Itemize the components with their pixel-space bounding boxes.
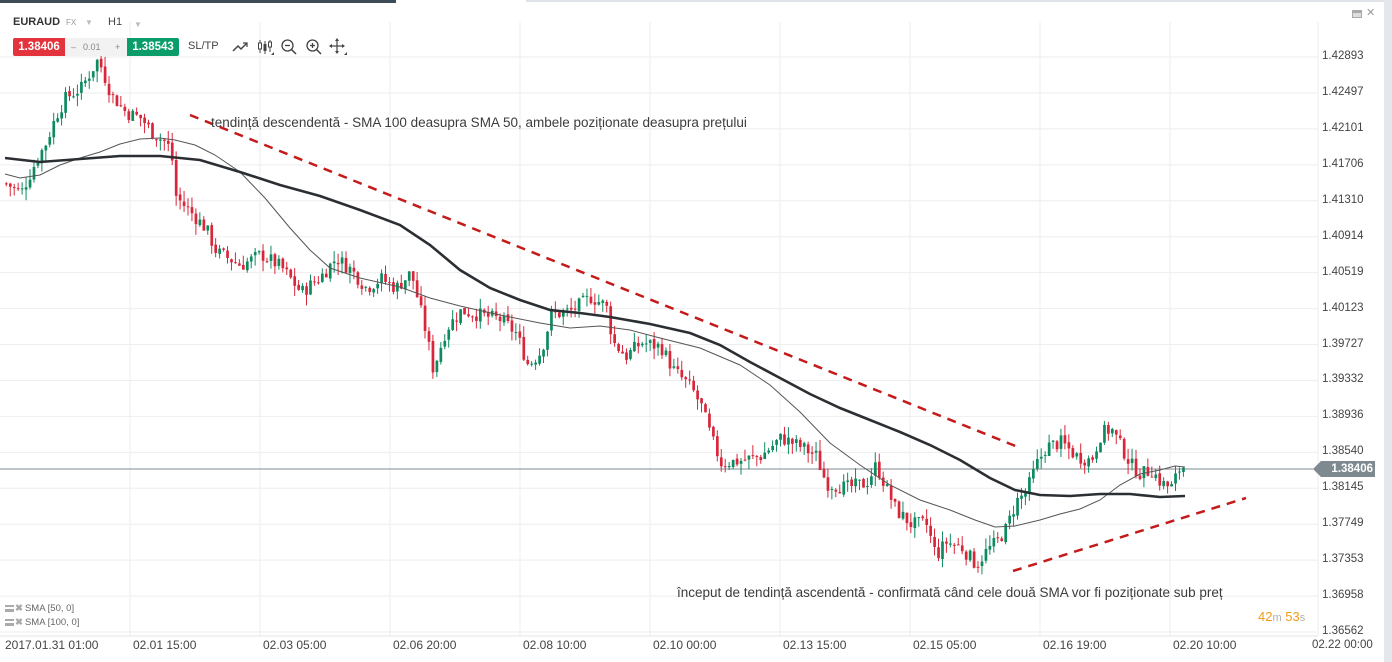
time-axis-label: 02.03 05:00 xyxy=(263,638,327,652)
time-axis-label: 02.13 15:00 xyxy=(783,638,847,652)
indicator-settings-icon[interactable] xyxy=(5,604,14,612)
price-axis-label: 1.38540 xyxy=(1322,445,1364,458)
spread-stepper[interactable]: – 0.01 + xyxy=(65,38,127,56)
time-axis-label: 02.22 00:00 xyxy=(1312,639,1373,651)
price-axis-label: 1.38145 xyxy=(1322,481,1364,494)
price-axis-label: 1.40519 xyxy=(1322,265,1364,278)
time-axis-label: 02.10 00:00 xyxy=(653,638,717,652)
time-axis-label: 02.08 10:00 xyxy=(523,638,587,652)
price-axis-label: 1.40914 xyxy=(1322,229,1364,242)
legend-sma-50[interactable]: ✖ SMA [50, 0] xyxy=(5,603,74,614)
ascending-trendline[interactable] xyxy=(1012,496,1247,573)
symbol-dropdown-icon[interactable]: ▼ xyxy=(85,18,93,27)
uptrend-annotation: început de tendință ascendentă - confirm… xyxy=(677,585,1223,600)
chart-header: EURAUD FX ▼ H1 ▼ 1.38406 – 0.01 + 1.3854… xyxy=(0,0,1384,60)
candlesticks xyxy=(5,52,1185,575)
sell-button[interactable]: 1.38406 xyxy=(13,38,65,56)
time-axis-label: 02.01 15:00 xyxy=(133,638,197,652)
close-icon[interactable]: ✕ xyxy=(1366,7,1376,19)
crosshair-icon[interactable] xyxy=(329,38,347,56)
indicator-settings-icon[interactable] xyxy=(5,618,14,626)
price-axis-label: 1.37353 xyxy=(1322,553,1364,566)
price-axis-label: 1.36958 xyxy=(1322,589,1364,602)
sma-100-line xyxy=(4,154,1186,499)
spread-value[interactable]: 0.01 xyxy=(83,42,101,52)
price-axis-label: 1.42101 xyxy=(1322,121,1364,134)
price-axis-label: 1.38936 xyxy=(1322,409,1364,422)
price-axis-label: 1.41706 xyxy=(1322,157,1364,170)
spread-decrease[interactable]: – xyxy=(71,42,77,52)
spread-increase[interactable]: + xyxy=(115,42,121,52)
time-axis-label: 2017.01.31 01:00 xyxy=(5,638,99,652)
price-axis-label: 1.39727 xyxy=(1322,337,1364,350)
price-axis-label: 1.42893 xyxy=(1322,50,1364,62)
time-axis-label: 02.20 10:00 xyxy=(1173,638,1237,652)
market-type: FX xyxy=(66,18,77,27)
chart-grid xyxy=(0,22,1319,637)
current-price-tag: 1.38406 xyxy=(1313,461,1375,477)
line-chart-icon[interactable] xyxy=(231,38,249,56)
sl-tp-button[interactable]: SL/TP xyxy=(188,40,219,52)
price-axis-label: 1.40123 xyxy=(1322,301,1364,314)
zoom-out-icon[interactable] xyxy=(280,38,298,56)
time-axis-label: 02.06 20:00 xyxy=(393,638,457,652)
timeframe-label[interactable]: H1 xyxy=(108,16,123,28)
timeframe-dropdown-icon[interactable]: ▼ xyxy=(134,20,142,29)
sma-50-line xyxy=(4,137,1186,528)
zoom-in-icon[interactable] xyxy=(305,38,323,56)
top-bar-dark xyxy=(0,0,396,3)
buy-button[interactable]: 1.38543 xyxy=(127,38,179,56)
top-bar-light xyxy=(526,0,1392,2)
downtrend-annotation: tendință descendentă - SMA 100 deasupra … xyxy=(211,115,747,130)
descending-trendline[interactable] xyxy=(189,113,1019,449)
price-axis-label: 1.41310 xyxy=(1322,193,1364,206)
price-axis-label: 1.37749 xyxy=(1322,517,1364,530)
legend-sma-100[interactable]: ✖ SMA [100, 0] xyxy=(5,617,79,628)
remove-indicator-icon[interactable]: ✖ xyxy=(15,617,23,628)
time-axis-label: 02.16 19:00 xyxy=(1043,638,1107,652)
candle-countdown-timer: 42m 53s xyxy=(1258,609,1306,624)
price-axis-label: 1.39332 xyxy=(1322,373,1364,386)
time-axis-label: 02.15 05:00 xyxy=(913,638,977,652)
price-axis-label: 1.42497 xyxy=(1322,85,1364,98)
candlestick-icon[interactable] xyxy=(256,38,274,56)
window-edge xyxy=(1384,0,1392,662)
minimize-icon[interactable] xyxy=(1352,9,1362,19)
symbol-label[interactable]: EURAUD xyxy=(13,16,61,28)
price-axis-label: 1.36562 xyxy=(1322,625,1364,637)
remove-indicator-icon[interactable]: ✖ xyxy=(15,603,23,614)
